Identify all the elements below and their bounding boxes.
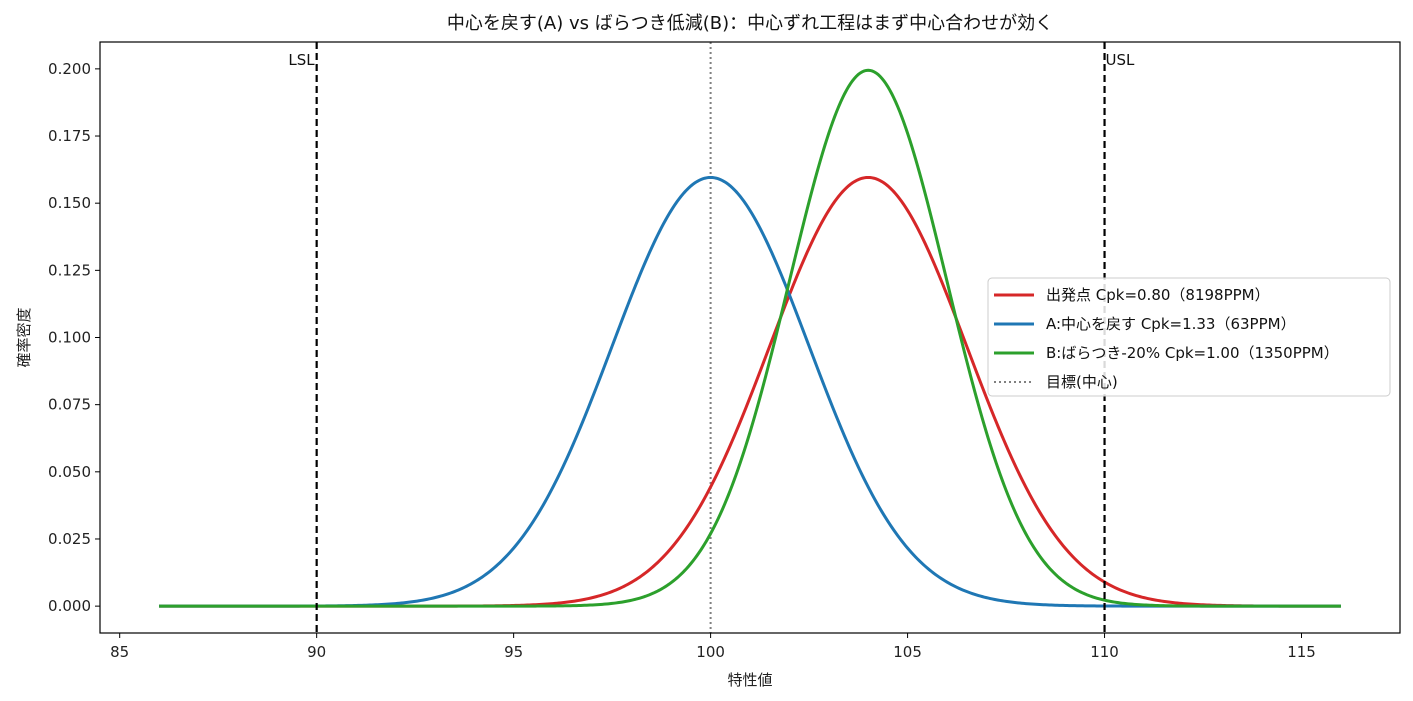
y-tick-label: 0.200: [48, 60, 91, 78]
y-tick-label: 0.075: [48, 396, 91, 414]
y-tick-label: 0.125: [48, 261, 91, 279]
plot-area: LSL USL: [159, 42, 1341, 633]
y-tick-label: 0.150: [48, 194, 91, 212]
y-tick-label: 0.025: [48, 530, 91, 548]
x-tick-label: 95: [504, 643, 523, 661]
series-line-2: [159, 68, 1341, 608]
legend: 出発点 Cpk=0.80（8198PPM） A:中心を戻す Cpk=1.33（63…: [987, 277, 1391, 397]
y-axis: 0.000 0.025 0.050 0.075 0.100 0.125 0.150 0.175…: [48, 60, 100, 615]
legend-label: A:中心を戻す Cpk=1.33（63PPM）: [1046, 315, 1296, 333]
legend-label: B:ばらつき-20% Cpk=1.00（1350PPM）: [1046, 344, 1339, 362]
y-axis-label: 確率密度: [15, 307, 33, 367]
usl-label: USL: [1106, 51, 1136, 69]
legend-box: [987, 277, 1391, 397]
x-tick-label: 85: [110, 643, 129, 661]
legend-label: 出発点 Cpk=0.80（8198PPM）: [1046, 286, 1270, 304]
x-tick-label: 115: [1287, 643, 1316, 661]
y-tick-label: 0.000: [48, 597, 91, 615]
y-tick-label: 0.175: [48, 127, 91, 145]
lsl-label: LSL: [288, 51, 315, 69]
x-tick-label: 100: [696, 643, 725, 661]
y-tick-label: 0.100: [48, 329, 91, 347]
x-tick-label: 105: [893, 643, 922, 661]
legend-label: 目標(中心): [1046, 373, 1118, 391]
x-axis: 85 90 95 100 105 110 115: [110, 633, 1316, 661]
chart-title: 中心を戻す(A) vs ばらつき低減(B)：中心ずれ工程はまず中心合わせが効く: [447, 13, 1053, 34]
x-tick-label: 110: [1090, 643, 1119, 661]
x-tick-label: 90: [307, 643, 326, 661]
y-tick-label: 0.050: [48, 463, 91, 481]
x-axis-label: 特性値: [727, 671, 772, 689]
